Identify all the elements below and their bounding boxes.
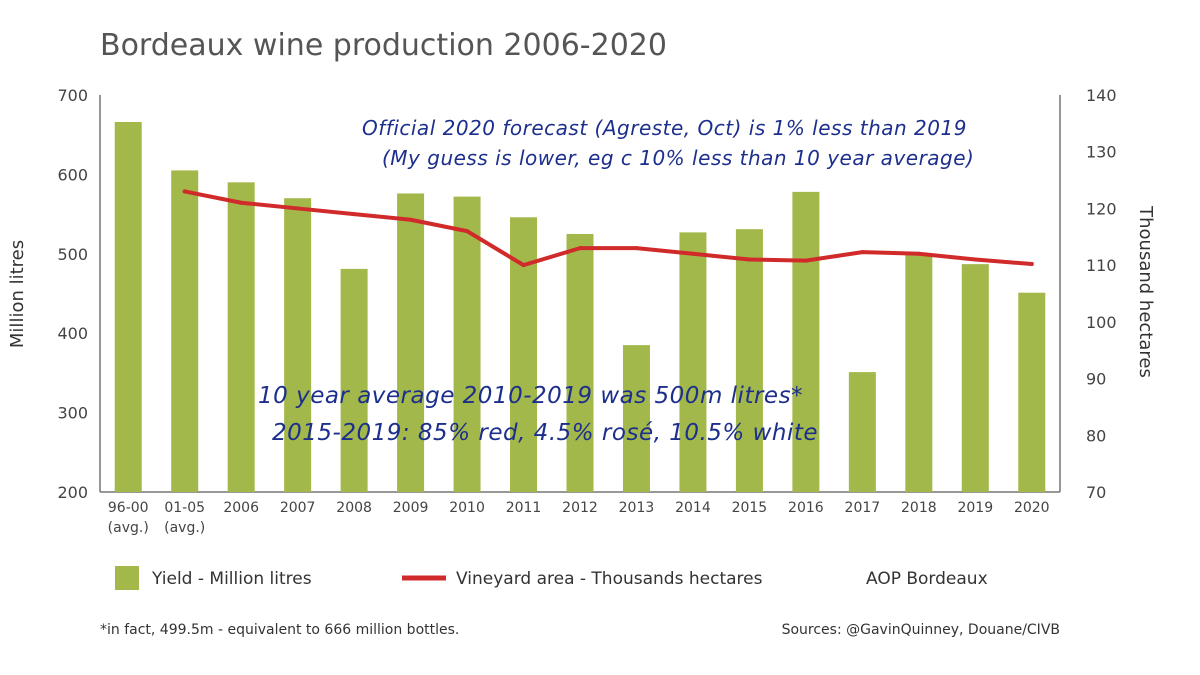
x-tick-label: 2007 bbox=[280, 500, 316, 516]
line-point bbox=[973, 257, 978, 262]
line-point bbox=[860, 250, 865, 255]
bar bbox=[905, 253, 933, 492]
bar bbox=[397, 193, 425, 492]
bar bbox=[622, 345, 650, 492]
line-point bbox=[521, 263, 526, 268]
y-axis-label: Million litres bbox=[7, 240, 28, 348]
y2-tick-label: 110 bbox=[1086, 256, 1117, 275]
line-point bbox=[408, 217, 413, 222]
bar bbox=[1018, 292, 1046, 492]
x-tick-label: (avg.) bbox=[108, 520, 149, 536]
bar bbox=[227, 182, 255, 492]
y2-axis-label: Thousand hectares bbox=[1135, 205, 1156, 378]
legend: Yield - Million litres Vineyard area - T… bbox=[115, 566, 988, 590]
vineyard-area-line bbox=[182, 189, 1034, 268]
bar bbox=[679, 232, 707, 492]
sources: Sources: @GavinQuinney, Douane/CIVB bbox=[782, 622, 1060, 638]
x-tick-labels: 96-00 (avg.) 01-05 (avg.) 2006 2007 2008 2009 20… bbox=[108, 500, 1050, 536]
line-point bbox=[690, 251, 695, 256]
x-tick-label: 2014 bbox=[675, 500, 711, 516]
bar bbox=[735, 229, 763, 492]
chart-title: Bordeaux wine production 2006-2020 bbox=[100, 28, 667, 63]
x-tick-label: 2006 bbox=[223, 500, 259, 516]
bar bbox=[566, 233, 594, 492]
y-tick-label: 500 bbox=[57, 245, 88, 264]
y-tick-label: 700 bbox=[57, 86, 88, 105]
x-tick-label: 2009 bbox=[393, 500, 429, 516]
bar bbox=[961, 264, 989, 492]
bar bbox=[171, 170, 199, 492]
note-average-line1: 10 year average 2010-2019 was 500m litre… bbox=[258, 383, 803, 409]
line-series bbox=[182, 189, 1034, 268]
line-point bbox=[465, 229, 470, 234]
y2-tick-label: 80 bbox=[1086, 426, 1106, 445]
bar bbox=[848, 372, 876, 492]
y-tick-label: 300 bbox=[57, 404, 88, 423]
y2-tick-label: 100 bbox=[1086, 313, 1117, 332]
y2-tick-label: 90 bbox=[1086, 370, 1106, 389]
y2-tick-label: 140 bbox=[1086, 86, 1117, 105]
bar-series bbox=[114, 121, 1046, 493]
legend-aop-label: AOP Bordeaux bbox=[866, 569, 988, 589]
line-point bbox=[352, 212, 357, 217]
note-average-line2: 2015-2019: 85% red, 4.5% rosé, 10.5% whi… bbox=[272, 420, 818, 446]
x-tick-label: 2019 bbox=[957, 500, 993, 516]
y-tick-label: 400 bbox=[57, 324, 88, 343]
x-tick-label: 2010 bbox=[449, 500, 485, 516]
x-tick-label: 96-00 bbox=[108, 500, 149, 516]
x-tick-label: 2017 bbox=[845, 500, 881, 516]
bar bbox=[453, 196, 481, 492]
x-tick-label: 2015 bbox=[732, 500, 768, 516]
x-tick-label: 2012 bbox=[562, 500, 598, 516]
line-point bbox=[747, 257, 752, 262]
line-point bbox=[239, 200, 244, 205]
bar bbox=[792, 191, 820, 493]
x-tick-label: 2013 bbox=[619, 500, 655, 516]
x-tick-label: 2018 bbox=[901, 500, 937, 516]
line-point bbox=[916, 251, 921, 256]
line-point bbox=[634, 246, 639, 251]
legend-line-label: Vineyard area - Thousands hectares bbox=[456, 569, 763, 589]
x-tick-label: 2008 bbox=[336, 500, 372, 516]
bar bbox=[340, 268, 368, 492]
y-tick-label: 200 bbox=[57, 483, 88, 502]
x-tick-label: 2020 bbox=[1014, 500, 1050, 516]
y-tick-labels: 200 300 400 500 600 700 bbox=[57, 86, 88, 502]
bar bbox=[114, 121, 142, 492]
line-point bbox=[578, 246, 582, 251]
y-tick-label: 600 bbox=[57, 165, 88, 184]
x-tick-label: 01-05 bbox=[164, 500, 205, 516]
legend-bar-swatch bbox=[115, 566, 139, 590]
line-point bbox=[182, 189, 187, 194]
y2-tick-label: 130 bbox=[1086, 143, 1117, 162]
x-tick-label: (avg.) bbox=[164, 520, 205, 536]
x-tick-label: 2011 bbox=[506, 500, 542, 516]
y2-tick-label: 120 bbox=[1086, 199, 1117, 218]
footnote: *in fact, 499.5m - equivalent to 666 mil… bbox=[100, 622, 459, 638]
y2-tick-label: 70 bbox=[1086, 483, 1106, 502]
note-forecast-line1: Official 2020 forecast (Agreste, Oct) is… bbox=[362, 116, 967, 140]
x-tick-label: 2016 bbox=[788, 500, 824, 516]
note-forecast-line2: (My guess is lower, eg c 10% less than 1… bbox=[382, 146, 974, 170]
line-point bbox=[295, 206, 300, 211]
bar bbox=[284, 198, 312, 492]
legend-bar-label: Yield - Million litres bbox=[151, 569, 312, 589]
line-point bbox=[803, 258, 808, 263]
y2-tick-labels: 70 80 90 100 110 120 130 140 bbox=[1086, 86, 1117, 502]
line-point bbox=[1029, 262, 1034, 267]
